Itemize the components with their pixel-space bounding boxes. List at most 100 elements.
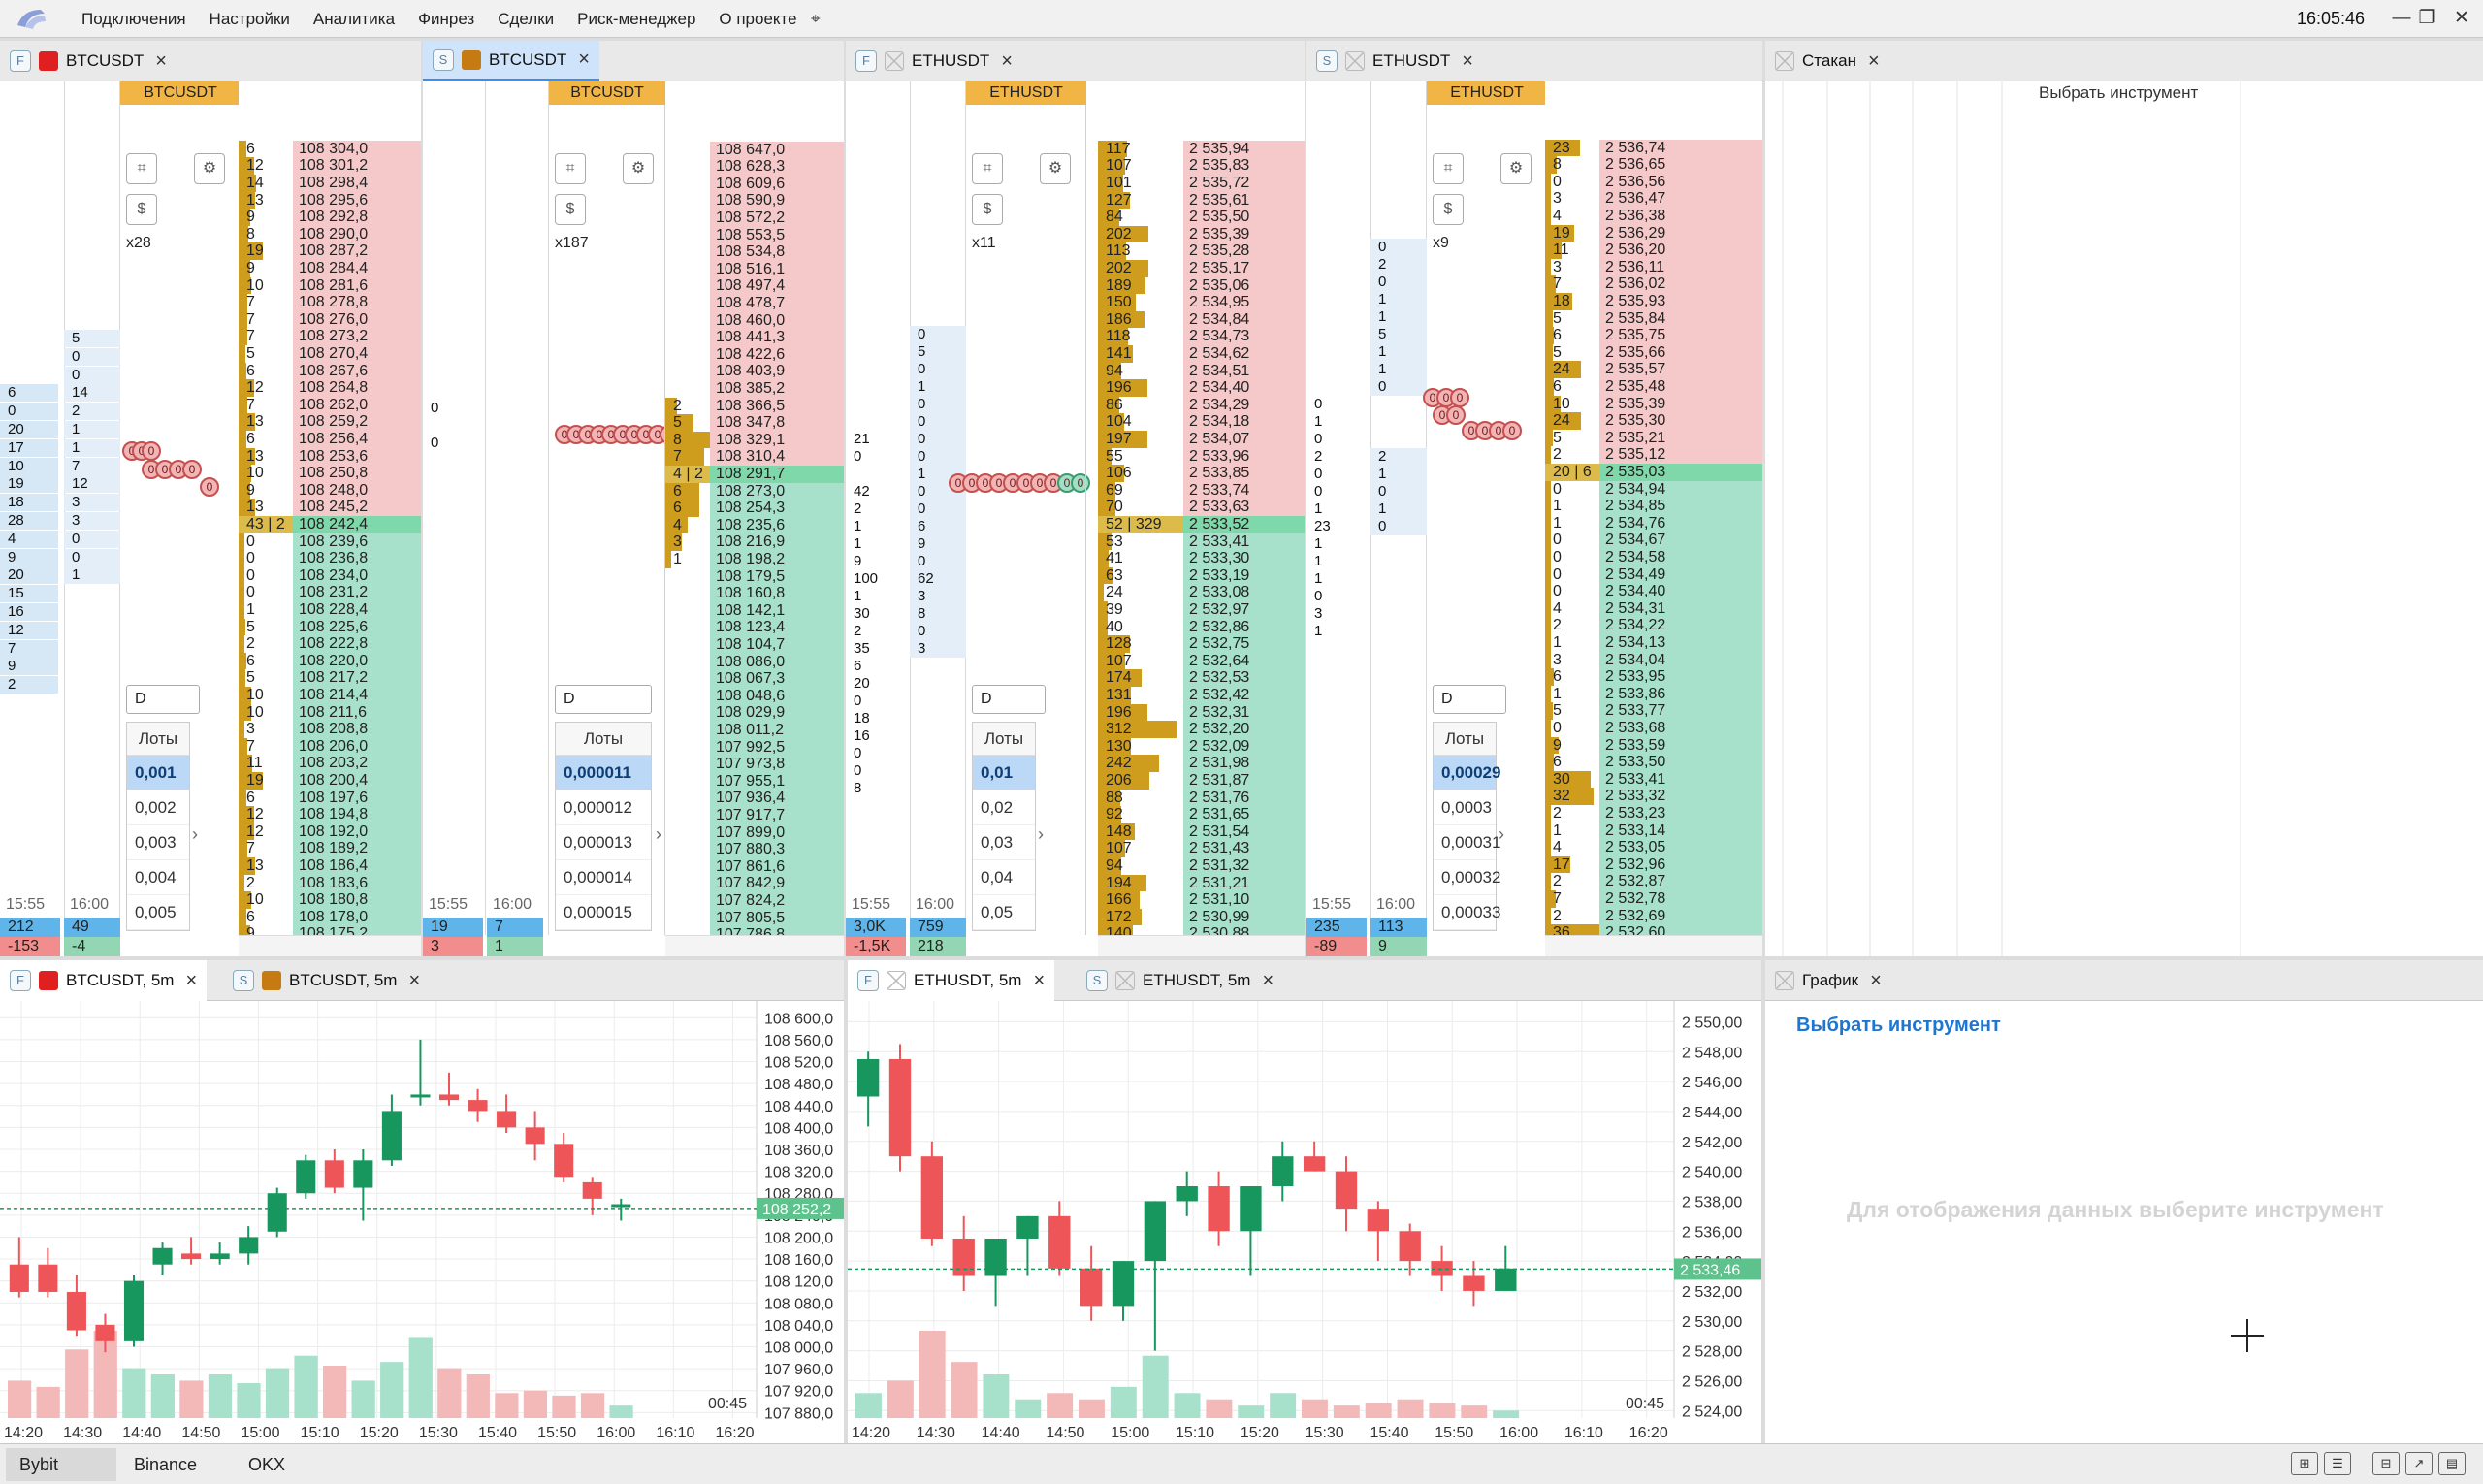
- ask-row[interactable]: 108 385,2: [665, 380, 844, 398]
- lot-option[interactable]: 0,000013: [556, 825, 651, 860]
- lot-option[interactable]: 0,02: [973, 790, 1035, 825]
- ask-row[interactable]: 94 2 534,51: [1098, 362, 1305, 380]
- bid-row[interactable]: 0 2 534,94: [1545, 480, 1762, 499]
- bid-row[interactable]: 5 108 225,6: [239, 618, 421, 636]
- bid-row[interactable]: 4 108 235,6: [665, 516, 844, 534]
- lot-option[interactable]: 0,00032: [1434, 860, 1500, 895]
- ask-row[interactable]: 9 108 292,8: [239, 209, 421, 226]
- ask-row[interactable]: 150 2 534,95: [1098, 294, 1305, 311]
- ask-row[interactable]: 7 108 278,8: [239, 294, 421, 311]
- bid-row[interactable]: 194 2 531,21: [1098, 874, 1305, 892]
- bid-row[interactable]: 1 108 228,4: [239, 601, 421, 619]
- bid-row[interactable]: 2 2 532,69: [1545, 907, 1762, 925]
- bid-row[interactable]: 1 2 534,13: [1545, 634, 1762, 652]
- ask-row[interactable]: 118 2 534,73: [1098, 328, 1305, 345]
- menu-item[interactable]: Настройки: [209, 10, 290, 28]
- bid-row[interactable]: 6 108 178,0: [239, 908, 421, 926]
- close-tab-icon[interactable]: ×: [185, 969, 198, 991]
- bid-row[interactable]: 0 108 231,2: [239, 584, 421, 601]
- close-tab-icon[interactable]: ×: [1870, 969, 1882, 991]
- ask-row[interactable]: 6 2 535,48: [1545, 378, 1762, 396]
- bid-row[interactable]: 0 108 234,0: [239, 566, 421, 585]
- tab-chart[interactable]: S ETHUSDT, 5m ×: [1077, 960, 1283, 1001]
- bid-row[interactable]: 6 2 533,95: [1545, 668, 1762, 686]
- close-tab-icon[interactable]: ×: [1262, 969, 1274, 991]
- bid-row[interactable]: 17 2 532,96: [1545, 855, 1762, 874]
- bid-row[interactable]: 41 2 533,30: [1098, 550, 1305, 567]
- bid-row[interactable]: 0 2 534,49: [1545, 565, 1762, 584]
- bid-row[interactable]: 174 2 532,53: [1098, 669, 1305, 687]
- menu-item[interactable]: Риск-менеджер: [577, 10, 696, 28]
- close-tab-icon[interactable]: ×: [1462, 49, 1473, 72]
- ask-row[interactable]: 108 516,1: [665, 260, 844, 278]
- bid-row[interactable]: 6 108 197,6: [239, 789, 421, 807]
- ask-row[interactable]: 5 2 535,84: [1545, 309, 1762, 328]
- bid-row[interactable]: 107 805,5: [665, 909, 844, 927]
- bid-row[interactable]: 39 2 532,97: [1098, 601, 1305, 619]
- chart-settings-icon[interactable]: ⌗: [555, 153, 586, 184]
- bid-row[interactable]: 242 2 531,98: [1098, 755, 1305, 772]
- ask-row[interactable]: 10 108 281,6: [239, 276, 421, 295]
- ask-row[interactable]: 13 108 245,2: [239, 499, 421, 516]
- bid-row[interactable]: 148 2 531,54: [1098, 823, 1305, 841]
- chart-settings-icon[interactable]: ⌗: [972, 153, 1003, 184]
- bid-row[interactable]: 2 2 532,87: [1545, 873, 1762, 890]
- mode-badge[interactable]: F: [855, 50, 877, 72]
- bid-row[interactable]: 0 2 533,68: [1545, 720, 1762, 737]
- ask-row[interactable]: 7 108 310,4: [665, 448, 844, 466]
- ask-row[interactable]: 84 2 535,50: [1098, 209, 1305, 226]
- window-add-icon[interactable]: ⊞: [2291, 1452, 2318, 1475]
- dom-add-icon[interactable]: ⊟: [2372, 1452, 2400, 1475]
- lot-option[interactable]: 0,000011: [556, 756, 651, 790]
- mode-badge[interactable]: F: [10, 50, 31, 72]
- bid-row[interactable]: 63 2 533,19: [1098, 566, 1305, 585]
- ask-row[interactable]: 8 108 290,0: [239, 225, 421, 243]
- exchange-tab-bybit[interactable]: Bybit: [6, 1448, 116, 1481]
- menu-item[interactable]: Аналитика: [312, 10, 396, 28]
- bid-row[interactable]: 0 2 534,40: [1545, 583, 1762, 600]
- layout-icon[interactable]: ▤: [2438, 1452, 2466, 1475]
- best-price-row[interactable]: 4 | 2 108 291,7: [665, 466, 844, 483]
- ask-row[interactable]: 5 108 270,4: [239, 345, 421, 363]
- ask-row[interactable]: 113 2 535,28: [1098, 242, 1305, 260]
- window-list-icon[interactable]: ☰: [2324, 1452, 2351, 1475]
- bid-row[interactable]: 107 880,3: [665, 841, 844, 858]
- tab-dom-btcusdt[interactable]: F BTCUSDT ×: [0, 41, 177, 81]
- mode-badge[interactable]: S: [1086, 970, 1108, 991]
- chart-settings-icon[interactable]: ⌗: [126, 153, 157, 184]
- ask-row[interactable]: 5 2 535,66: [1545, 343, 1762, 362]
- ask-row[interactable]: 108 590,9: [665, 192, 844, 210]
- ask-row[interactable]: 7 108 273,2: [239, 328, 421, 345]
- menu-item[interactable]: О проекте: [719, 10, 797, 28]
- ask-row[interactable]: 9 108 284,4: [239, 260, 421, 277]
- bid-row[interactable]: 108 179,5: [665, 567, 844, 586]
- ask-row[interactable]: 7 108 262,0: [239, 396, 421, 414]
- close-tab-icon[interactable]: ×: [578, 48, 590, 70]
- bid-row[interactable]: 13 108 186,4: [239, 857, 421, 875]
- bid-row[interactable]: 5 2 533,77: [1545, 702, 1762, 720]
- ask-row[interactable]: 4 2 536,38: [1545, 208, 1762, 225]
- mode-badge[interactable]: S: [233, 970, 254, 991]
- bid-row[interactable]: 108 048,6: [665, 687, 844, 705]
- bid-row[interactable]: 30 2 533,41: [1545, 770, 1762, 789]
- ask-row[interactable]: 196 2 534,40: [1098, 379, 1305, 397]
- ask-row[interactable]: 141 2 534,62: [1098, 345, 1305, 363]
- bid-row[interactable]: 40 2 532,86: [1098, 618, 1305, 636]
- lot-option[interactable]: 0,01: [973, 756, 1035, 790]
- ask-row[interactable]: 8 2 536,65: [1545, 156, 1762, 174]
- bid-row[interactable]: 206 2 531,87: [1098, 772, 1305, 790]
- bid-row[interactable]: 6 108 273,0: [665, 482, 844, 500]
- close-tab-icon[interactable]: ×: [408, 969, 421, 991]
- ask-row[interactable]: 18 2 535,93: [1545, 293, 1762, 310]
- dollar-icon[interactable]: $: [126, 194, 157, 225]
- ask-row[interactable]: 117 2 535,94: [1098, 140, 1305, 158]
- bid-row[interactable]: 7 108 189,2: [239, 840, 421, 857]
- tab-dom-btcusdt[interactable]: S BTCUSDT ×: [423, 41, 599, 81]
- ask-row[interactable]: 19 108 287,2: [239, 242, 421, 260]
- bid-row[interactable]: 1 108 198,2: [665, 551, 844, 568]
- bid-row[interactable]: 107 992,5: [665, 738, 844, 757]
- bid-row[interactable]: 107 824,2: [665, 892, 844, 910]
- bid-row[interactable]: 2 2 534,22: [1545, 617, 1762, 634]
- ask-row[interactable]: 7 2 536,02: [1545, 275, 1762, 293]
- lot-option[interactable]: 0,005: [127, 895, 189, 930]
